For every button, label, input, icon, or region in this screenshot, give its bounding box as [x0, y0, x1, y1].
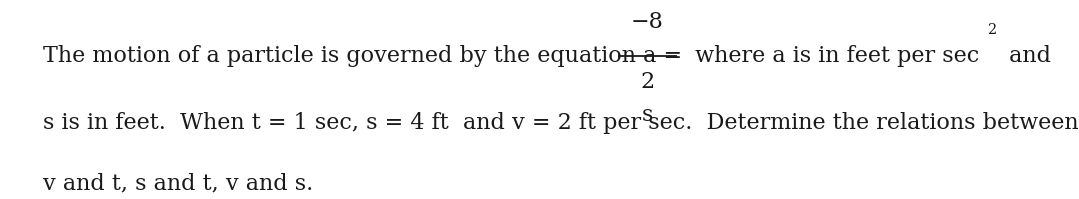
Text: 2: 2 [640, 71, 655, 93]
Text: 2: 2 [988, 23, 997, 37]
Text: and: and [1002, 45, 1051, 67]
Text: where a is in feet per sec: where a is in feet per sec [688, 45, 980, 67]
Text: v and t, s and t, v and s.: v and t, s and t, v and s. [43, 172, 313, 194]
Text: s: s [642, 104, 653, 126]
Text: −8: −8 [631, 11, 664, 33]
Text: The motion of a particle is governed by the equation a =: The motion of a particle is governed by … [43, 45, 697, 67]
Text: s is in feet.  When t = 1 sec, s = 4 ft  and v = 2 ft per sec.  Determine the re: s is in feet. When t = 1 sec, s = 4 ft a… [43, 112, 1079, 134]
